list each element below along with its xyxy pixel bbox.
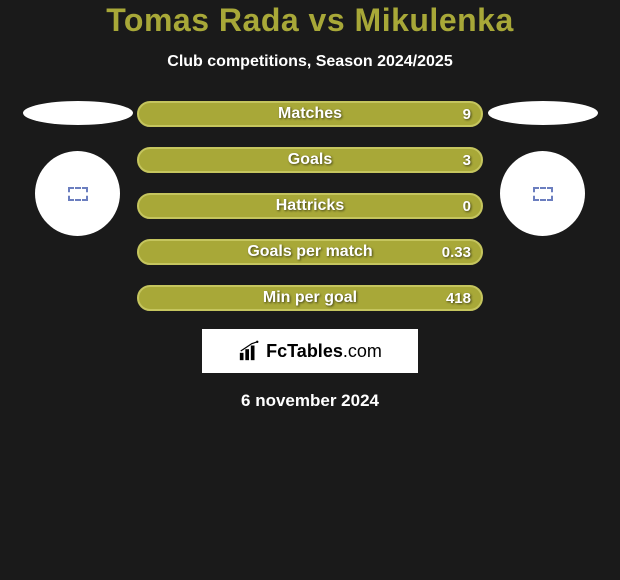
stat-bar-goals: Goals 3 (137, 147, 483, 173)
logo-text-light: .com (343, 341, 382, 361)
stat-label: Min per goal (263, 289, 357, 307)
subtitle: Club competitions, Season 2024/2025 (0, 53, 620, 71)
stat-bar-matches: Matches 9 (137, 101, 483, 127)
stat-value: 3 (463, 152, 471, 169)
logo-text: FcTables.com (266, 341, 382, 362)
stat-value: 9 (463, 106, 471, 123)
right-column (485, 101, 600, 236)
chart-icon (238, 340, 260, 362)
stat-bar-min-per-goal: Min per goal 418 (137, 285, 483, 311)
stat-bar-goals-per-match: Goals per match 0.33 (137, 239, 483, 265)
stat-label: Hattricks (276, 197, 344, 215)
right-ellipse (488, 101, 598, 125)
content-row: Matches 9 Goals 3 Hattricks 0 Goals per … (0, 101, 620, 311)
stat-bar-hattricks: Hattricks 0 (137, 193, 483, 219)
page-title: Tomas Rada vs Mikulenka (0, 2, 620, 39)
left-column (20, 101, 135, 236)
date-text: 6 november 2024 (0, 391, 620, 411)
stat-label: Goals (288, 151, 332, 169)
right-circle-badge (500, 151, 585, 236)
stat-value: 418 (446, 290, 471, 307)
right-placeholder-icon (533, 187, 553, 201)
stat-value: 0.33 (442, 244, 471, 261)
stats-column: Matches 9 Goals 3 Hattricks 0 Goals per … (135, 101, 485, 311)
logo-box: FcTables.com (202, 329, 418, 373)
stat-label: Matches (278, 105, 342, 123)
stat-value: 0 (463, 198, 471, 215)
left-placeholder-icon (68, 187, 88, 201)
logo-text-bold: FcTables (266, 341, 343, 361)
main-container: Tomas Rada vs Mikulenka Club competition… (0, 0, 620, 580)
left-circle-badge (35, 151, 120, 236)
left-ellipse (23, 101, 133, 125)
stat-label: Goals per match (247, 243, 372, 261)
